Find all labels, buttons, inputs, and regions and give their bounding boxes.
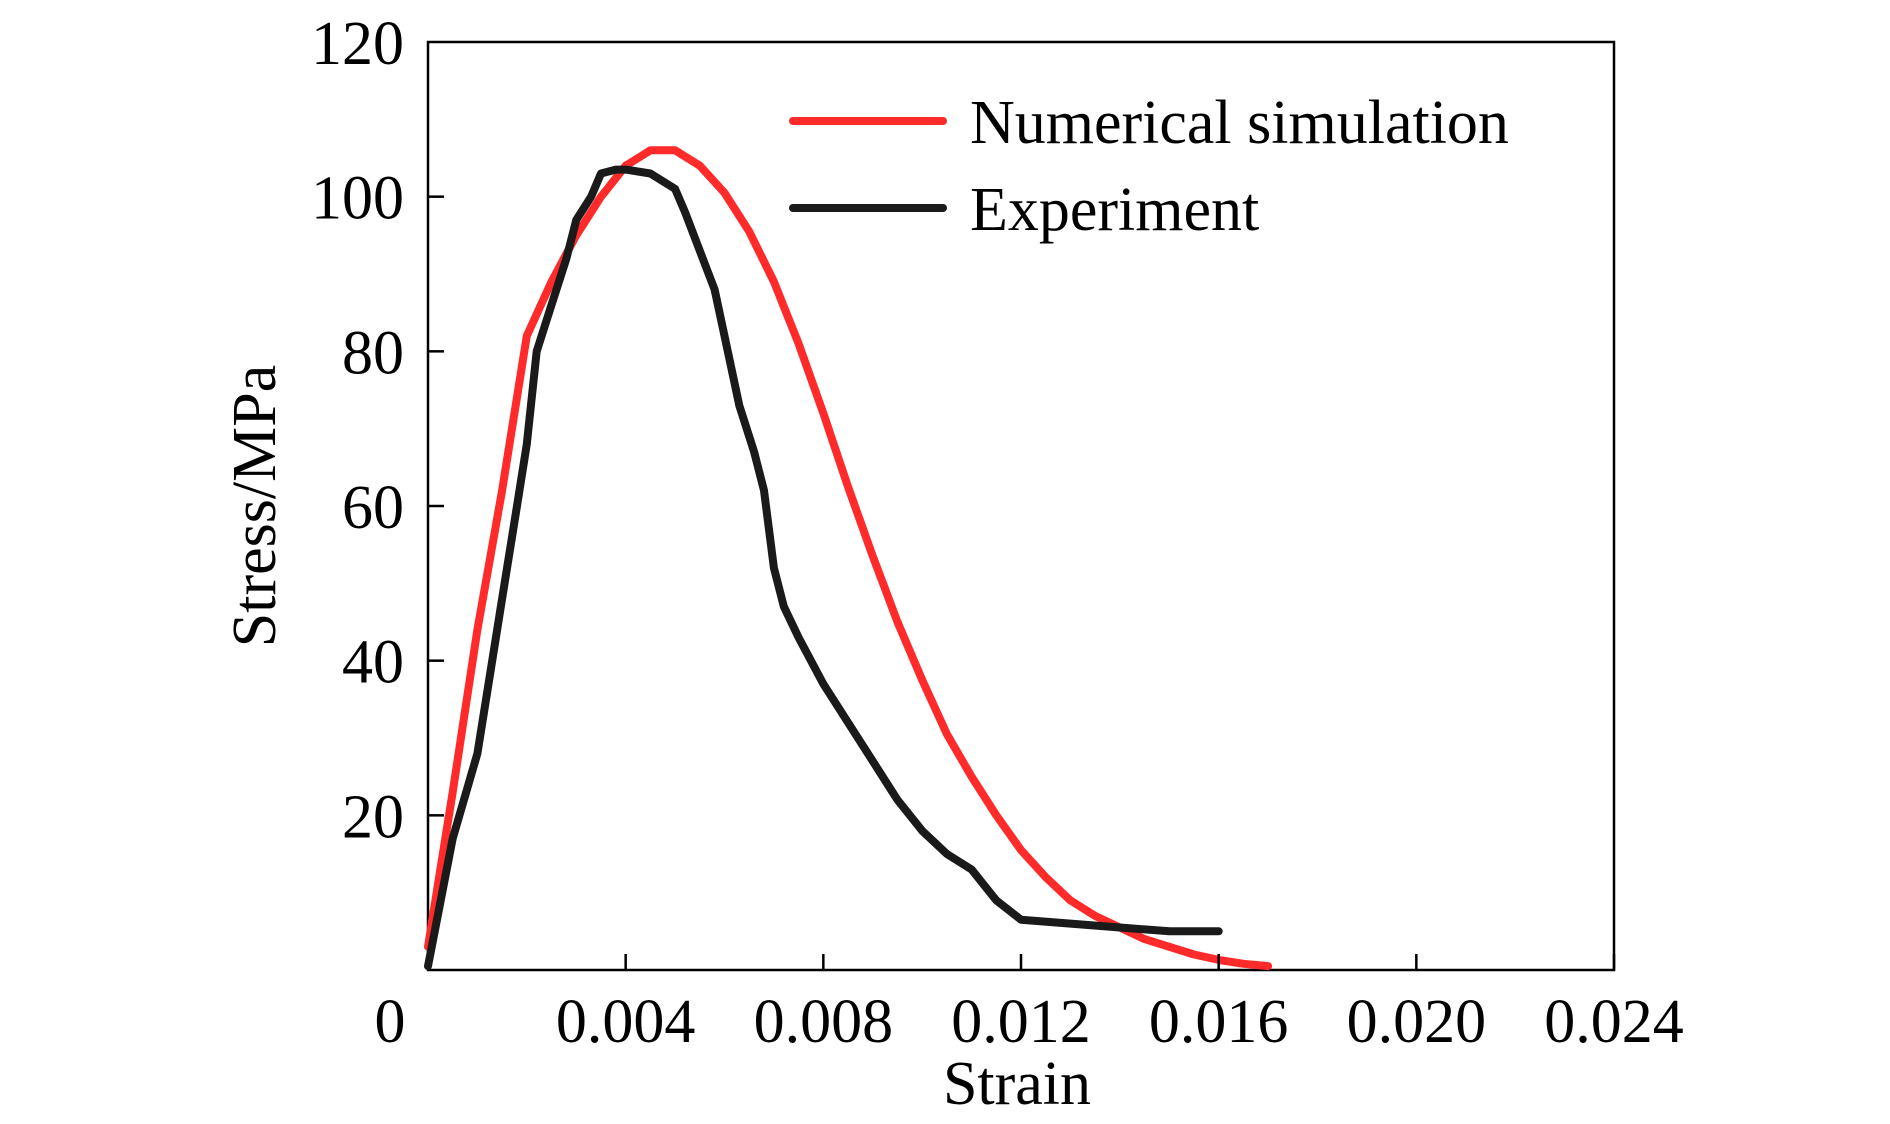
y-tick-label: 80 (342, 319, 404, 387)
series-line-experiment (424, 165, 1223, 971)
series-line-numerical-simulation (424, 146, 1273, 971)
x-tick-label: 0.016 (1149, 988, 1289, 1056)
y-tick-label: 40 (342, 629, 404, 697)
y-axis-title: Stress/MPa (221, 365, 289, 647)
legend: Numerical simulation Experiment (789, 89, 1509, 244)
x-tick-label: 0.012 (951, 988, 1091, 1056)
x-axis-title: Strain (943, 1050, 1091, 1118)
x-tick-label: 0.004 (556, 988, 696, 1056)
x-tick-label: 0 (375, 988, 406, 1056)
y-tick-label: 20 (342, 783, 404, 851)
x-tick-label: 0.024 (1544, 988, 1684, 1056)
x-tick-label: 0.008 (754, 988, 894, 1056)
y-tick-label: 120 (311, 10, 404, 78)
x-tick-label: 0.020 (1347, 988, 1487, 1056)
legend-label: Experiment (970, 176, 1259, 244)
y-tick-label: 100 (311, 165, 404, 233)
legend-label: Numerical simulation (970, 89, 1509, 157)
y-tick-label: 60 (342, 474, 404, 542)
